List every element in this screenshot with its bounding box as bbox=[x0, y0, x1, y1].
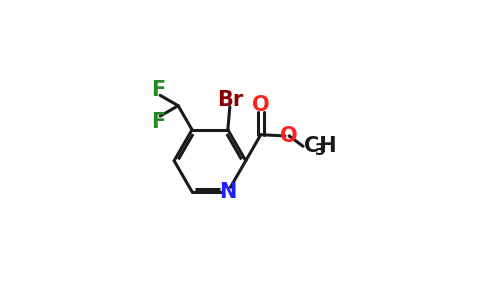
Text: Br: Br bbox=[217, 90, 243, 110]
Text: N: N bbox=[219, 182, 237, 202]
Text: F: F bbox=[151, 80, 166, 100]
Text: O: O bbox=[252, 95, 270, 115]
Text: O: O bbox=[280, 126, 298, 146]
Text: 3: 3 bbox=[315, 143, 325, 158]
Text: CH: CH bbox=[304, 136, 337, 156]
Text: F: F bbox=[151, 112, 166, 132]
